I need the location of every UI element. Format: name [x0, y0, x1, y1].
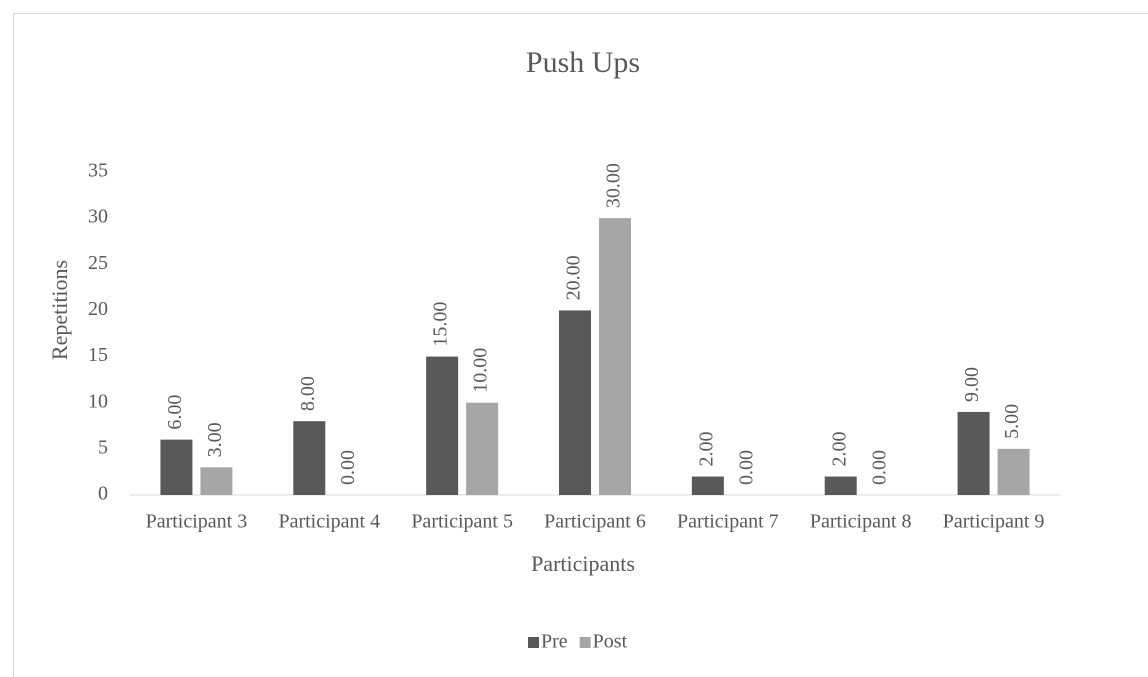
x-axis-label: Participants — [531, 551, 635, 576]
y-tick-label: 10 — [88, 390, 108, 412]
x-tick-label: Participant 8 — [810, 511, 912, 533]
data-label: 0.00 — [337, 450, 359, 485]
bar — [824, 476, 857, 495]
y-tick-label: 25 — [88, 252, 108, 274]
bar — [200, 467, 233, 495]
data-label: 30.00 — [603, 163, 625, 208]
data-label: 5.00 — [1001, 404, 1023, 439]
bar — [599, 218, 631, 495]
bar — [293, 421, 326, 495]
bar — [691, 476, 724, 495]
data-label: 15.00 — [430, 302, 452, 347]
data-label: 2.00 — [695, 432, 717, 467]
y-tick-label: 20 — [88, 298, 108, 320]
y-tick-label: 35 — [88, 160, 108, 182]
bar — [559, 310, 591, 495]
legend-swatch — [528, 637, 539, 648]
data-label: 0.00 — [868, 450, 890, 485]
bar — [426, 356, 459, 495]
y-tick-label: 5 — [98, 436, 108, 458]
x-tick-label: Participant 5 — [411, 511, 513, 533]
legend-label: Post — [593, 631, 628, 653]
x-tick-label: Participant 3 — [146, 511, 248, 533]
y-tick-label: 0 — [98, 483, 108, 505]
data-label: 9.00 — [961, 367, 983, 402]
legend-swatch — [579, 637, 591, 648]
bar — [160, 439, 193, 495]
data-label: 6.00 — [164, 395, 186, 430]
y-tick-label: 30 — [88, 206, 108, 228]
bar — [466, 402, 499, 495]
data-label: 8.00 — [297, 376, 319, 411]
x-tick-label: Participant 9 — [943, 511, 1045, 533]
y-tick-label: 15 — [88, 344, 108, 366]
x-tick-label: Participant 4 — [278, 511, 380, 533]
legend-label: Pre — [541, 631, 568, 653]
data-label: 3.00 — [204, 422, 226, 457]
data-label: 20.00 — [563, 255, 585, 300]
data-label: 0.00 — [735, 450, 757, 485]
y-axis-label: Repetitions — [47, 260, 72, 360]
data-label: 2.00 — [828, 432, 850, 467]
data-label: 10.00 — [470, 348, 492, 393]
chart-border — [13, 13, 1148, 677]
x-tick-label: Participant 7 — [677, 511, 779, 533]
x-tick-label: Participant 6 — [544, 511, 646, 533]
bar — [997, 448, 1030, 495]
chart-title: Push Ups — [526, 46, 640, 79]
bar — [957, 411, 990, 495]
